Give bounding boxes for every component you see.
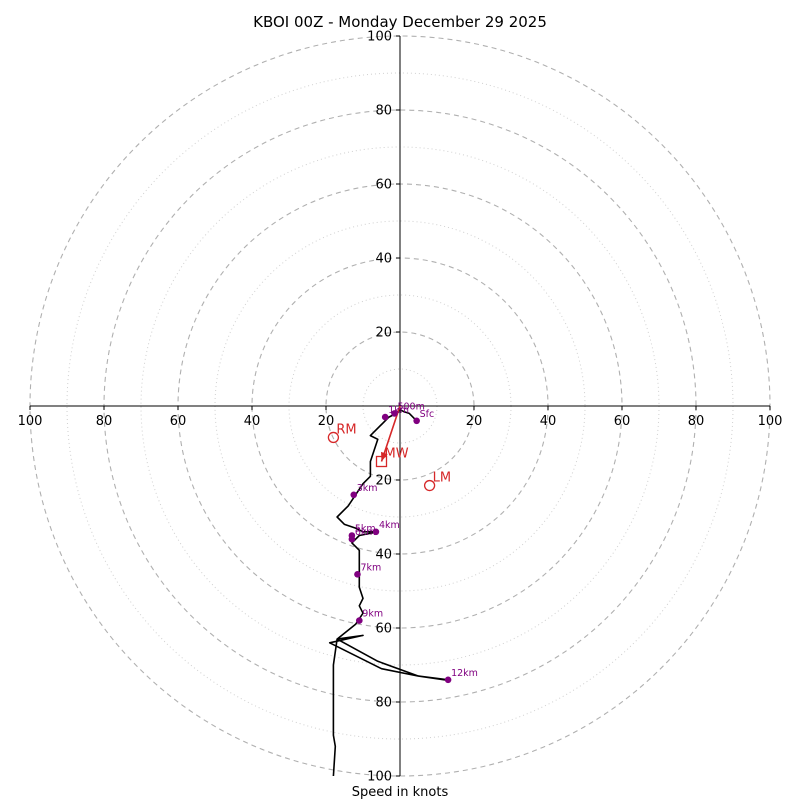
height-label-Sfc: Sfc <box>420 409 435 420</box>
height-marker-6km <box>348 535 356 543</box>
height-label-500m: 500m <box>397 401 424 412</box>
y-tick-label: 80 <box>375 104 392 119</box>
y-tick-label: 20 <box>375 474 392 489</box>
height-label-12km: 12km <box>451 668 478 679</box>
height-label-3km: 3km <box>357 483 378 494</box>
y-tick-label: 60 <box>375 178 392 193</box>
height-marker-1km <box>381 413 389 421</box>
storm-marker-LM <box>423 479 436 492</box>
hodograph-trace-group <box>328 405 449 777</box>
hodograph-trace <box>328 408 449 777</box>
y-tick-label: 100 <box>367 30 392 45</box>
height-label-9km: 9km <box>362 609 383 620</box>
y-tick-label: 60 <box>375 622 392 637</box>
x-tick-label: 40 <box>540 414 557 429</box>
storm-label-RM: RM <box>336 422 356 437</box>
x-tick-label: 100 <box>758 414 783 429</box>
chart-title: KBOI 00Z - Monday December 29 2025 <box>253 13 547 31</box>
x-tick-label: 20 <box>466 414 483 429</box>
storm-marker-MW <box>375 455 388 468</box>
height-marker-3km <box>350 491 358 499</box>
storm-motion-markers: RM LM MW <box>327 422 451 492</box>
height-label-1km: 1km <box>388 405 409 416</box>
x-axis-label: Speed in knots <box>352 785 449 800</box>
height-marker-500m <box>391 410 398 417</box>
y-tick-label: 20 <box>375 326 392 341</box>
height-marker-7km <box>354 571 361 578</box>
x-tick-label: 60 <box>614 414 631 429</box>
storm-marker-RM <box>327 431 340 444</box>
height-label-4km: 4km <box>379 520 400 531</box>
x-tick-label: 100 <box>18 414 43 429</box>
height-marker-Sfc <box>413 417 420 425</box>
storm-label-LM: LM <box>433 471 451 486</box>
x-tick-label: 80 <box>688 414 705 429</box>
y-tick-label: 100 <box>367 770 392 785</box>
x-tick-label: 40 <box>244 414 261 429</box>
storm-label-MW: MW <box>385 447 409 462</box>
height-label-7km: 7km <box>360 562 381 573</box>
x-tick-label: 60 <box>170 414 187 429</box>
x-tick-label: 20 <box>318 414 335 429</box>
y-tick-label: 40 <box>375 548 392 563</box>
x-tick-label: 80 <box>96 414 113 429</box>
y-tick-label: 40 <box>375 252 392 267</box>
height-marker-4km <box>372 528 380 536</box>
height-marker-9km <box>356 617 363 624</box>
tick-labels: 100 80 60 40 20 20 40 60 80 100 20 40 60 80 100 20 40 60 8… <box>18 30 783 785</box>
height-label-5km: 5km <box>355 524 376 535</box>
height-label-6km: 6km <box>355 527 376 538</box>
y-tick-label: 80 <box>375 696 392 711</box>
height-marker-12km <box>444 676 452 684</box>
